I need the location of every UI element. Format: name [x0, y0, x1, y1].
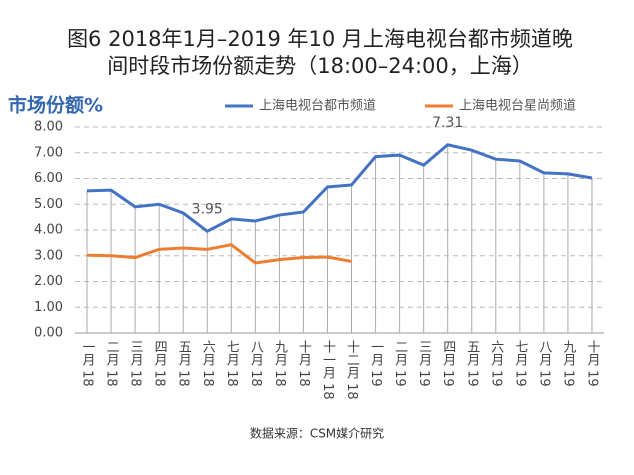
x-tick-label: 七月 19	[512, 340, 528, 387]
series-line	[86, 243, 352, 265]
x-tick-label: 九月 18	[272, 340, 288, 387]
source: 数据来源：CSM媒介研究	[250, 426, 384, 441]
y-tick-label: 6.00	[34, 171, 63, 186]
chart-title: 图6 2018年1月–2019 年10 月上海电视台都市频道晚间时段市场份额走势…	[67, 27, 573, 78]
y-tick-label: 0.00	[34, 326, 63, 341]
y-tick-label: 2.00	[34, 274, 63, 289]
data-label: 7.31	[432, 115, 463, 131]
x-tick-label: 十月 18	[296, 340, 312, 387]
x-tick-label: 二月 19	[392, 340, 408, 387]
y-axis-label: 市场份额%	[8, 94, 103, 117]
x-tick-label: 十一月 18	[320, 340, 336, 400]
legend-label: 上海电视台都市频道	[259, 98, 376, 114]
y-tick-label: 3.00	[34, 248, 63, 263]
x-tick-label: 一月 19	[368, 340, 384, 387]
x-tick-label: 三月 19	[416, 340, 432, 387]
x-tick-label: 七月 18	[224, 340, 240, 387]
x-tick-label: 六月 19	[488, 340, 504, 387]
series-line	[86, 143, 593, 234]
x-tick-label: 八月 19	[536, 340, 552, 387]
x-tick-label: 五月 18	[176, 340, 192, 387]
y-tick-label: 5.00	[34, 197, 63, 212]
legend-label: 上海电视台星尚频道	[459, 99, 576, 114]
y-tick-label: 8.00	[34, 120, 63, 135]
x-tick-label: 十月 19	[584, 340, 600, 387]
y-tick-label: 1.00	[34, 300, 63, 315]
x-tick-label: 十二月 18	[344, 340, 360, 400]
x-tick-label: 三月 18	[128, 340, 144, 387]
x-tick-label: 一月 18	[80, 340, 96, 387]
y-tick-label: 7.00	[34, 145, 63, 160]
x-tick-label: 四月 19	[440, 340, 456, 387]
x-tick-label: 四月 18	[152, 340, 168, 387]
data-label: 3.95	[192, 201, 223, 217]
y-tick-label: 4.00	[34, 223, 63, 238]
x-tick-label: 八月 18	[248, 340, 264, 387]
x-tick-label: 九月 19	[560, 340, 576, 387]
x-tick-label: 二月 18	[104, 340, 120, 387]
x-tick-label: 六月 18	[200, 340, 216, 387]
x-tick-label: 五月 19	[464, 340, 480, 387]
